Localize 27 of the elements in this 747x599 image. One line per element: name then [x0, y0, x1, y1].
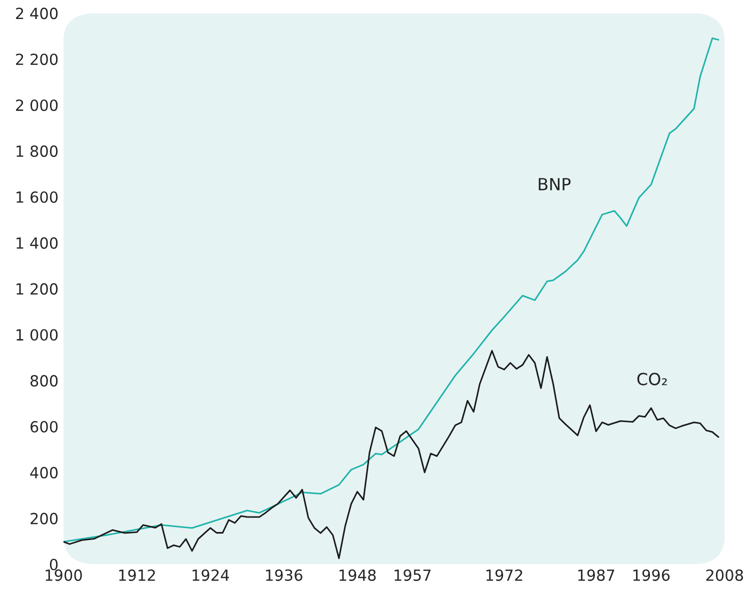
y-tick-label: 1 400: [16, 237, 58, 249]
y-tick-label: 400: [30, 466, 58, 478]
x-tick-label: 1936: [266, 569, 302, 581]
y-tick-label: 2 200: [16, 54, 58, 66]
y-tick-label: 200: [30, 512, 58, 524]
y-tick-label: 1 000: [16, 329, 58, 341]
y-tick-label: 2 000: [16, 99, 58, 112]
x-tick-label: 1900: [46, 569, 82, 581]
x-tick-label: 1948: [340, 569, 376, 581]
series-label: CO₂: [637, 372, 667, 386]
y-tick-label: 600: [30, 420, 58, 433]
x-tick-label: 1996: [633, 569, 670, 581]
y-tick-label: 1 800: [16, 145, 58, 157]
y-tick-label: 2 400: [16, 8, 58, 20]
line-series: [63, 350, 720, 560]
text: BNP: [538, 178, 571, 190]
line-series: [63, 37, 720, 543]
x-tick-label: 1987: [578, 569, 614, 581]
x-tick-label: 2008: [706, 569, 743, 581]
y-tick-label: 800: [30, 375, 58, 387]
y-tick-label: 1 600: [16, 191, 58, 203]
x-tick-label: 1912: [119, 569, 155, 581]
x-tick-label: 1972: [486, 569, 522, 581]
x-tick-label: 1924: [192, 569, 229, 581]
y-tick-label: 0: [50, 558, 58, 570]
x-tick-label: 1957: [394, 569, 431, 581]
y-tick-label: 1 200: [16, 283, 58, 295]
